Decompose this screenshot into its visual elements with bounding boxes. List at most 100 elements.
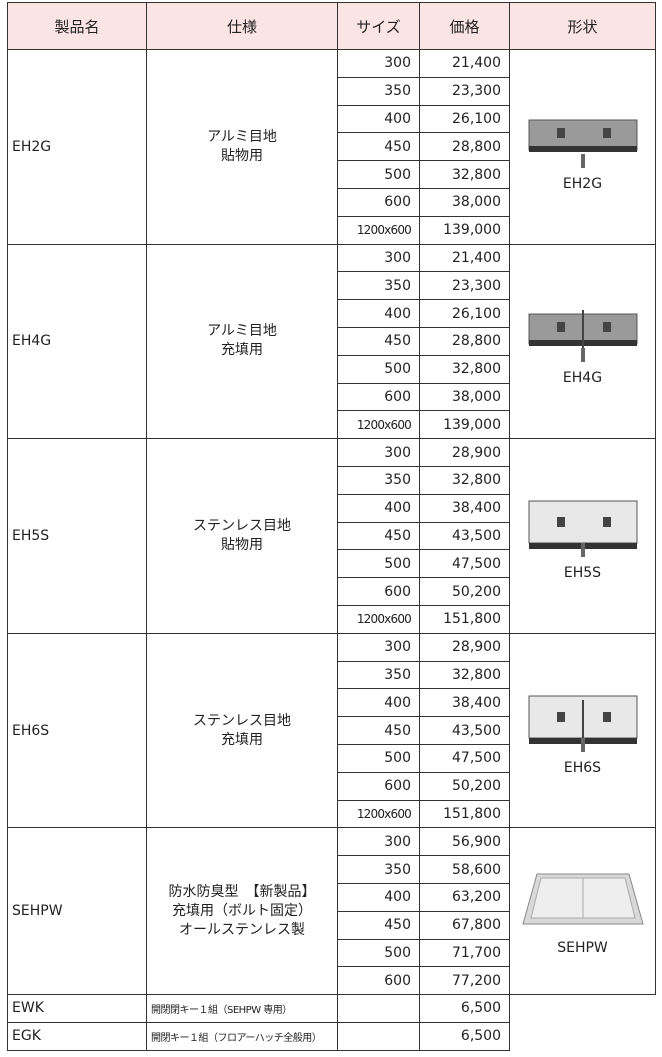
product-name: EGK bbox=[7, 1021, 147, 1051]
size: 450 bbox=[337, 132, 420, 162]
spec: 開閉閉キー１組（SEHPW 専用） bbox=[146, 994, 338, 1023]
price: 23,300 bbox=[419, 76, 510, 106]
size: 400 bbox=[337, 299, 420, 328]
size: 1200x600 bbox=[337, 215, 420, 245]
spec: アルミ目地 貼物用 bbox=[146, 49, 338, 245]
price: 67,800 bbox=[419, 910, 510, 940]
size: 350 bbox=[337, 465, 420, 495]
price: 28,800 bbox=[419, 326, 510, 356]
spec-line: オールステンレス製 bbox=[179, 921, 305, 938]
price: 50,200 bbox=[419, 771, 510, 801]
spec: ステンレス目地 貼物用 bbox=[146, 438, 338, 634]
size: 500 bbox=[337, 938, 420, 968]
row: 400 26,100 bbox=[8, 104, 656, 134]
size: 350 bbox=[337, 271, 420, 301]
size: 400 bbox=[337, 882, 420, 912]
row: 450 43,500 bbox=[8, 521, 656, 551]
header-cell: 製品名 bbox=[7, 2, 147, 50]
price: 38,000 bbox=[419, 187, 510, 217]
product-name: EH2G bbox=[7, 49, 147, 245]
size: 600 bbox=[337, 966, 420, 996]
size: 500 bbox=[337, 743, 420, 773]
product-name: EH4G bbox=[7, 243, 147, 440]
header-cell: サイズ bbox=[337, 2, 420, 50]
price: 43,500 bbox=[419, 521, 510, 551]
size: 300 bbox=[337, 49, 420, 78]
row: EH2G アルミ目地 貼物用 300 21,400 EH2G bbox=[7, 49, 656, 245]
header-cell: 仕様 bbox=[146, 2, 338, 50]
size: 300 bbox=[337, 827, 420, 857]
price: 28,900 bbox=[419, 632, 510, 662]
price: 151,800 bbox=[419, 604, 510, 634]
row: 1200x600 151,800 bbox=[8, 799, 656, 829]
row: 400 63,200 bbox=[8, 882, 656, 912]
size bbox=[337, 994, 420, 1023]
price: 32,800 bbox=[419, 160, 510, 189]
row: EWK 開閉閉キー１組（SEHPW 専用） 6,500 bbox=[7, 994, 656, 1023]
row: 350 32,800 bbox=[8, 660, 656, 690]
size: 1200x600 bbox=[337, 799, 420, 829]
price: 6,500 bbox=[419, 1021, 510, 1051]
size: 350 bbox=[337, 660, 420, 690]
size: 350 bbox=[337, 76, 420, 106]
price: 47,500 bbox=[419, 743, 510, 773]
row: 500 32,800 bbox=[8, 160, 656, 189]
header-row: 製品名 仕様 サイズ 価格 形状 bbox=[7, 2, 656, 50]
size: 500 bbox=[337, 549, 420, 579]
price: 47,500 bbox=[419, 549, 510, 579]
price: 38,400 bbox=[419, 493, 510, 523]
shape bbox=[510, 1022, 656, 1050]
size: 1200x600 bbox=[337, 604, 420, 634]
price: 151,800 bbox=[419, 799, 510, 829]
price: 32,800 bbox=[419, 660, 510, 690]
row: 350 23,300 bbox=[8, 271, 656, 301]
price: 28,900 bbox=[419, 438, 510, 467]
row: 450 28,800 bbox=[8, 326, 656, 356]
price: 58,600 bbox=[419, 855, 510, 884]
row: 400 38,400 bbox=[8, 688, 656, 718]
row: 400 26,100 bbox=[8, 299, 656, 328]
price: 32,800 bbox=[419, 354, 510, 384]
price: 56,900 bbox=[419, 827, 510, 857]
size: 300 bbox=[337, 243, 420, 273]
price: 26,100 bbox=[419, 299, 510, 328]
shape-label: EH4G bbox=[562, 370, 603, 387]
row: EH6S ステンレス目地 充填用 300 28,900 EH6S bbox=[7, 632, 656, 829]
header-cell: 形状 bbox=[509, 2, 656, 50]
product-image bbox=[528, 500, 637, 557]
size: 400 bbox=[337, 493, 420, 523]
spec: アルミ目地 充填用 bbox=[146, 243, 338, 440]
shape-label: EH5S bbox=[563, 564, 602, 581]
row: 350 32,800 bbox=[8, 465, 656, 495]
row: 600 38,000 bbox=[8, 187, 656, 217]
spec-line: 貼物用 bbox=[221, 536, 263, 553]
row: 500 47,500 bbox=[8, 743, 656, 773]
size: 600 bbox=[337, 577, 420, 606]
price: 23,300 bbox=[419, 271, 510, 301]
product-name: SEHPW bbox=[7, 827, 147, 996]
price: 139,000 bbox=[419, 215, 510, 245]
shape: EH6S bbox=[509, 632, 656, 829]
spec: ステンレス目地 充填用 bbox=[146, 632, 338, 829]
shape-label: EH2G bbox=[562, 175, 603, 192]
spec: 開閉キー１組（フロアーハッチ全般用） bbox=[146, 1021, 338, 1051]
spec-line: アルミ目地 bbox=[207, 323, 277, 340]
row: 500 32,800 bbox=[8, 354, 656, 384]
size bbox=[337, 1021, 420, 1051]
size: 500 bbox=[337, 160, 420, 189]
price: 21,400 bbox=[419, 243, 510, 273]
price: 38,400 bbox=[419, 688, 510, 718]
size: 450 bbox=[337, 521, 420, 551]
product-name: EH6S bbox=[7, 632, 147, 829]
price: 139,000 bbox=[419, 410, 510, 440]
product-image bbox=[521, 873, 644, 925]
row: 400 38,400 bbox=[8, 493, 656, 523]
shape-label: SEHPW bbox=[557, 940, 608, 957]
price: 32,800 bbox=[419, 465, 510, 495]
size: 350 bbox=[337, 855, 420, 884]
table-body: 製品名 仕様 サイズ 価格 形状 EH2G アルミ目地 貼物用 300 21,400 EH2G 350… bbox=[7, 2, 656, 1051]
row: 500 47,500 bbox=[8, 549, 656, 579]
row: SEHPW 防水防臭型 【新製品】 充填用（ボルト固定） オールステンレス製 300 56… bbox=[7, 827, 656, 996]
price: 26,100 bbox=[419, 104, 510, 134]
spec-line: ステンレス目地 bbox=[193, 517, 291, 534]
